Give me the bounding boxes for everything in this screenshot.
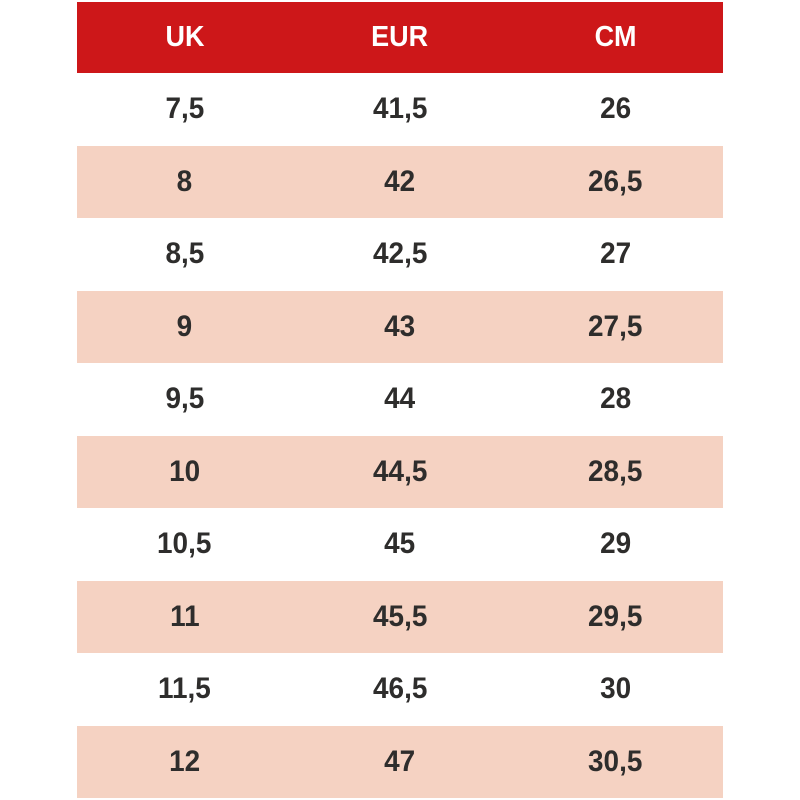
cell-eur: 41,5: [292, 73, 507, 146]
cell-cm-value: 29,5: [588, 599, 643, 633]
cell-uk: 9: [77, 291, 292, 364]
table-row: 11,5 46,5 30: [77, 653, 723, 726]
cell-cm-value: 28,5: [588, 454, 643, 488]
cell-uk-value: 11,5: [158, 672, 212, 706]
cell-cm: 27,5: [508, 291, 723, 364]
cell-eur-value: 42,5: [372, 237, 428, 271]
cell-eur-value: 42: [384, 164, 416, 198]
column-header-eur: EUR: [292, 2, 507, 73]
cell-eur: 47: [292, 726, 507, 799]
cell-uk-value: 10,5: [157, 527, 212, 561]
cell-uk-value: 10: [169, 454, 201, 488]
cell-eur-value: 45,5: [372, 599, 428, 633]
cell-cm: 29,5: [508, 581, 723, 654]
table-row: 11 45,5 29,5: [77, 580, 723, 654]
cell-uk-value: 8: [176, 164, 193, 198]
table-row: 10,5 45 29: [77, 508, 723, 581]
table-row: 9,5 44 28: [77, 363, 723, 436]
cell-uk: 8: [77, 146, 292, 219]
cell-eur: 44: [292, 363, 507, 436]
cell-cm: 28,5: [508, 436, 723, 509]
cell-eur: 43: [292, 291, 507, 364]
cell-eur: 42,5: [292, 218, 507, 291]
cell-cm-value: 29: [599, 527, 631, 561]
cell-uk-value: 7,5: [165, 92, 205, 126]
cell-cm: 27: [508, 218, 723, 291]
cell-eur-value: 41,5: [372, 92, 428, 126]
cell-cm: 26,5: [508, 146, 723, 219]
cell-cm: 26: [508, 73, 723, 146]
table-row: 12 47 30,5: [77, 725, 723, 799]
cell-eur: 45: [292, 508, 507, 581]
cell-uk: 11: [77, 581, 292, 654]
cell-eur-value: 45: [384, 527, 416, 561]
cell-cm: 30: [508, 653, 723, 726]
cell-eur-value: 44: [384, 382, 416, 416]
column-header-uk: UK: [77, 2, 292, 73]
column-header-uk-label: UK: [165, 21, 205, 53]
cell-eur-value: 47: [384, 744, 416, 778]
cell-eur-value: 43: [384, 309, 416, 343]
cell-uk: 7,5: [77, 73, 292, 146]
cell-uk: 9,5: [77, 363, 292, 436]
cell-uk: 11,5: [77, 653, 292, 726]
cell-eur-value: 46,5: [372, 672, 428, 706]
cell-uk-value: 11: [169, 599, 200, 633]
size-conversion-table: UK EUR CM 7,5 41,5 26 8 42 26,5 8,5 42,5 27 9 43 27…: [77, 2, 723, 798]
cell-cm-value: 30: [599, 672, 631, 706]
cell-cm-value: 26,5: [588, 164, 643, 198]
cell-eur: 42: [292, 146, 507, 219]
cell-cm-value: 26: [599, 92, 631, 126]
table-header-row: UK EUR CM: [77, 2, 723, 73]
column-header-eur-label: EUR: [371, 21, 429, 53]
cell-uk-value: 8,5: [165, 237, 205, 271]
table-row: 8,5 42,5 27: [77, 218, 723, 291]
cell-cm: 28: [508, 363, 723, 436]
cell-uk: 10: [77, 436, 292, 509]
cell-cm-value: 27: [599, 237, 631, 271]
cell-eur: 46,5: [292, 653, 507, 726]
cell-cm: 30,5: [508, 726, 723, 799]
table-row: 8 42 26,5: [77, 145, 723, 219]
cell-cm: 29: [508, 508, 723, 581]
cell-eur-value: 44,5: [372, 454, 428, 488]
column-header-cm-label: CM: [594, 21, 637, 53]
cell-cm-value: 28: [599, 382, 631, 416]
cell-eur: 44,5: [292, 436, 507, 509]
cell-uk-value: 9: [176, 309, 193, 343]
cell-uk: 12: [77, 726, 292, 799]
cell-uk: 10,5: [77, 508, 292, 581]
column-header-cm: CM: [508, 2, 723, 73]
cell-cm-value: 27,5: [588, 309, 643, 343]
cell-uk: 8,5: [77, 218, 292, 291]
cell-eur: 45,5: [292, 581, 507, 654]
cell-uk-value: 12: [169, 744, 201, 778]
table-body: 7,5 41,5 26 8 42 26,5 8,5 42,5 27 9 43 27,5 9,5 44 28 1…: [77, 73, 723, 798]
table-row: 10 44,5 28,5: [77, 435, 723, 509]
table-row: 7,5 41,5 26: [77, 73, 723, 146]
cell-cm-value: 30,5: [588, 744, 643, 778]
cell-uk-value: 9,5: [165, 382, 205, 416]
table-row: 9 43 27,5: [77, 290, 723, 364]
